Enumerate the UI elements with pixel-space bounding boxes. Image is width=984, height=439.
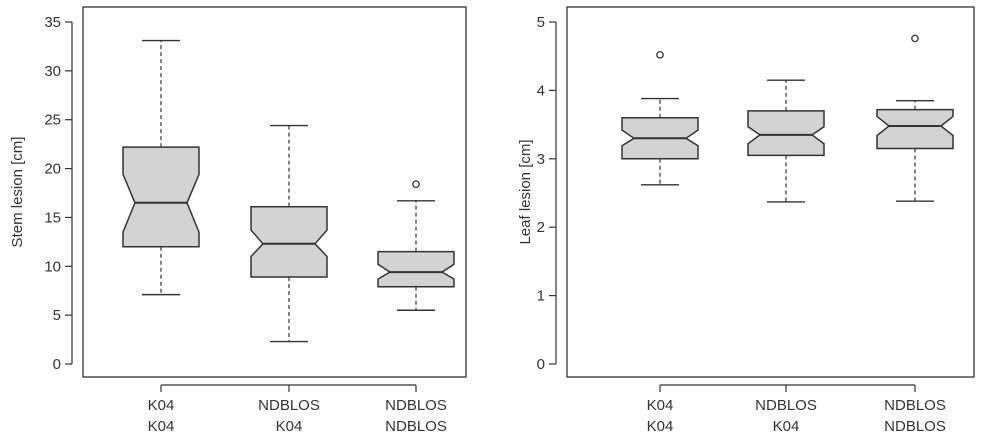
y-tick-label: 3 [537, 151, 545, 168]
y-tick-label: 2 [537, 219, 545, 236]
x-tick-label: K04 [647, 418, 674, 435]
stem-lesion-panel: Stem lesion [cm] 0 5 10 15 20 25 30 35 K04 K04 NDB… [9, 6, 467, 435]
y-tick-label: 5 [53, 307, 61, 324]
y-tick-label: 0 [537, 356, 545, 373]
outlier-point [656, 50, 664, 59]
y-tick-label: 15 [44, 209, 61, 226]
x-tick-label: K04 [773, 418, 800, 435]
x-tick-label: NDBLOS [258, 397, 320, 414]
y-tick-label: 35 [44, 14, 61, 31]
x-tick-label: K04 [148, 397, 175, 414]
y-tick-label: 20 [44, 161, 61, 178]
x-tick-label: K04 [148, 418, 175, 435]
y-axis-label: Leaf lesion [cm] [517, 139, 534, 244]
x-tick-label: NDBLOS [884, 397, 946, 414]
y-tick-label: 30 [44, 63, 61, 80]
plot-frame [82, 6, 467, 378]
box [377, 250, 455, 288]
box [747, 110, 825, 157]
x-tick-label: NDBLOS [385, 397, 447, 414]
outlier-point [412, 180, 420, 189]
box [876, 108, 954, 150]
x-tick-label: K04 [647, 397, 674, 414]
y-tick-label: 4 [537, 82, 545, 99]
y-tick-label: 1 [537, 288, 545, 305]
leaf-lesion-panel: Leaf lesion [cm] 0 1 2 3 4 5 K04 K04 NDBLOS K04 ND… [517, 6, 975, 435]
box [122, 146, 200, 248]
y-tick-label: 25 [44, 112, 61, 129]
outlier-point [911, 34, 919, 43]
y-tick-label: 10 [44, 258, 61, 275]
x-tick-label: NDBLOS [884, 418, 946, 435]
x-tick-label: NDBLOS [755, 397, 817, 414]
x-tick-label: NDBLOS [385, 418, 447, 435]
y-tick-label: 5 [537, 14, 545, 31]
x-tick-label: K04 [276, 418, 303, 435]
box [250, 205, 328, 278]
y-tick-label: 0 [53, 356, 61, 373]
plot-frame [566, 6, 975, 378]
y-axis-label: Stem lesion [cm] [9, 137, 26, 248]
